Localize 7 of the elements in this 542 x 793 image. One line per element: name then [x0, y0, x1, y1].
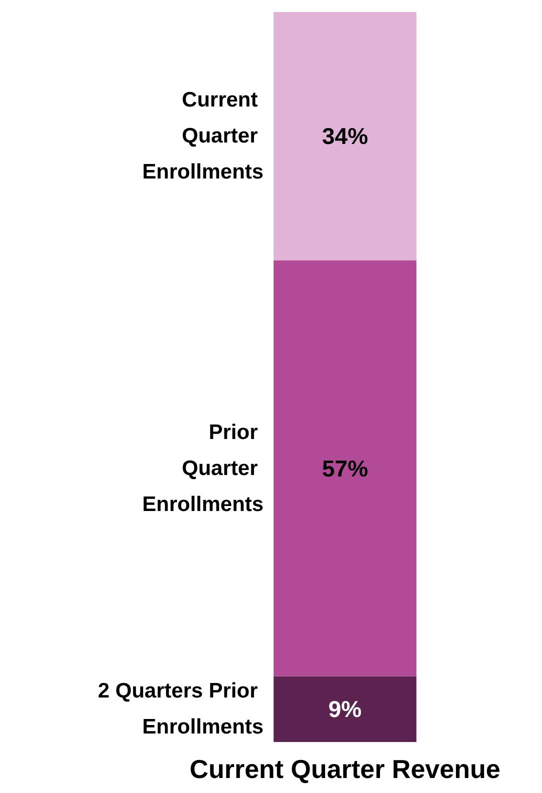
series-label: 2 Quarters Prior Enrollments [98, 680, 264, 739]
series-label: Prior Quarter Enrollments [142, 420, 264, 516]
x-tick-label: Current Quarter Revenue [190, 754, 500, 784]
data-label: 57% [322, 455, 368, 482]
data-label: 34% [322, 123, 368, 150]
series-label: Current Quarter Enrollments [142, 88, 264, 184]
data-label: 9% [328, 696, 362, 722]
